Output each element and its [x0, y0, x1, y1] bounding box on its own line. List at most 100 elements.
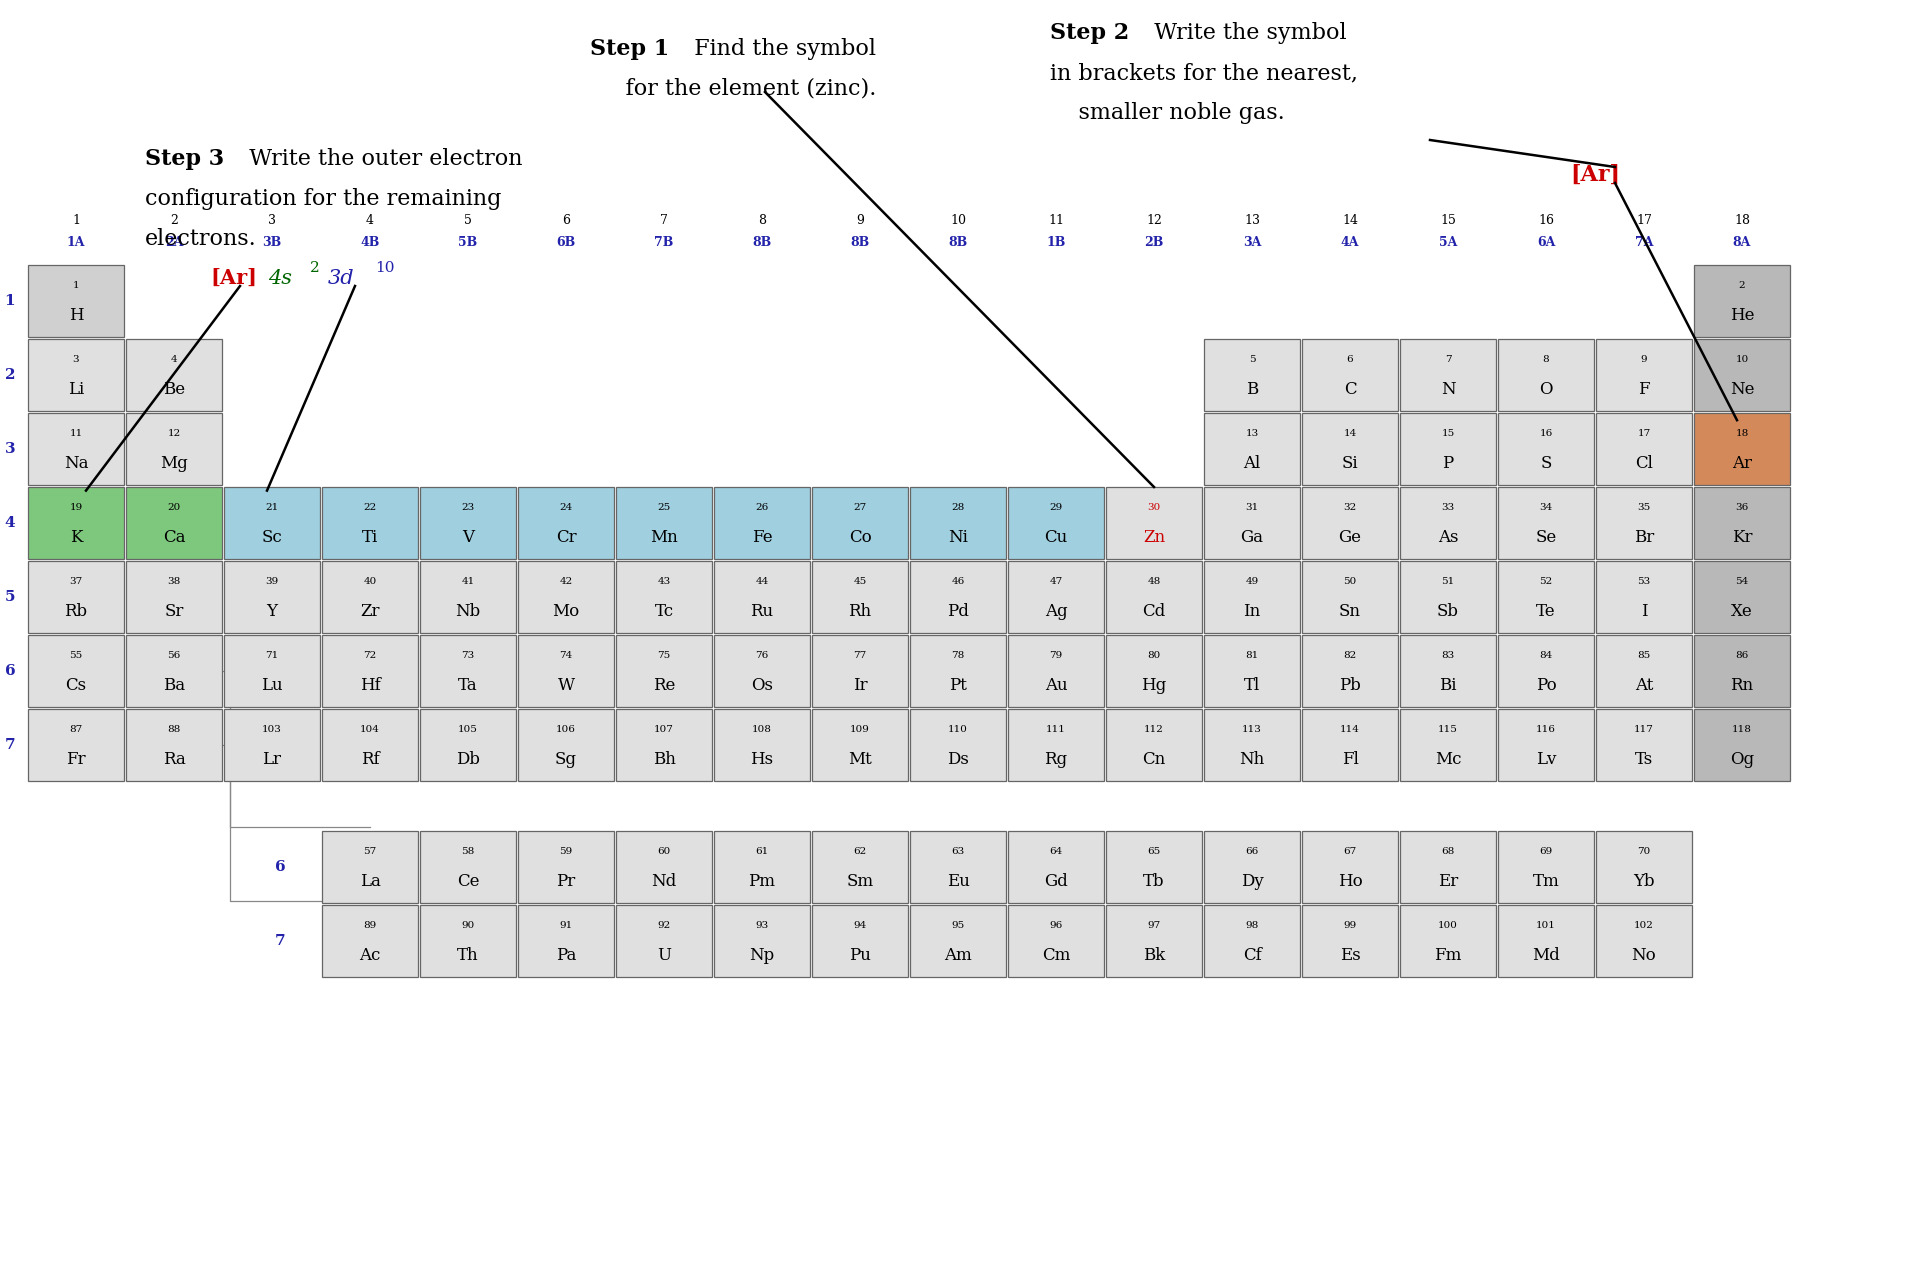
Text: N: N — [1441, 381, 1455, 398]
Text: 44: 44 — [756, 577, 769, 586]
Text: 10: 10 — [951, 215, 966, 228]
Text: 8B: 8B — [752, 237, 771, 249]
Text: 3: 3 — [4, 443, 15, 457]
Text: Cl: Cl — [1636, 455, 1653, 472]
Bar — [911, 831, 1006, 903]
Bar — [420, 561, 515, 633]
Text: Sn: Sn — [1338, 602, 1361, 620]
Text: 34: 34 — [1539, 503, 1552, 512]
Text: 41: 41 — [462, 577, 475, 586]
Text: 94: 94 — [853, 921, 867, 930]
Text: At: At — [1634, 677, 1653, 694]
Text: electrons.: electrons. — [145, 228, 256, 249]
Bar — [714, 487, 809, 559]
Text: Ar: Ar — [1731, 455, 1752, 472]
Text: 80: 80 — [1147, 651, 1161, 660]
Text: 15: 15 — [1439, 215, 1457, 228]
Text: 2A: 2A — [164, 237, 183, 249]
Bar — [29, 561, 124, 633]
Text: 4s: 4s — [267, 269, 292, 288]
Bar — [1302, 634, 1397, 707]
Bar — [29, 709, 124, 781]
Bar — [1302, 561, 1397, 633]
Text: P: P — [1443, 455, 1453, 472]
Text: 6B: 6B — [556, 237, 577, 249]
Text: 85: 85 — [1638, 651, 1651, 660]
Text: 8B: 8B — [850, 237, 871, 249]
Text: 116: 116 — [1537, 725, 1556, 734]
Text: 13: 13 — [1245, 428, 1258, 437]
Text: Cm: Cm — [1042, 946, 1071, 964]
Bar — [811, 634, 909, 707]
Bar — [517, 906, 615, 977]
Bar — [1596, 487, 1691, 559]
Text: 66: 66 — [1245, 847, 1258, 856]
Text: 4: 4 — [4, 515, 15, 530]
Text: No: No — [1632, 946, 1657, 964]
Bar — [1499, 634, 1594, 707]
Text: for the element (zinc).: for the element (zinc). — [590, 78, 876, 100]
Text: 99: 99 — [1344, 921, 1357, 930]
Text: Ir: Ir — [853, 677, 867, 694]
Text: 72: 72 — [363, 651, 376, 660]
Text: 16: 16 — [1539, 428, 1552, 437]
Text: Se: Se — [1535, 530, 1556, 546]
Text: Sb: Sb — [1437, 602, 1458, 620]
Text: Lv: Lv — [1537, 751, 1556, 767]
Text: 1B: 1B — [1046, 237, 1065, 249]
Text: Zr: Zr — [361, 602, 380, 620]
Text: 77: 77 — [853, 651, 867, 660]
Text: Nb: Nb — [456, 602, 481, 620]
Text: 61: 61 — [756, 847, 769, 856]
Text: 73: 73 — [462, 651, 475, 660]
Text: Nd: Nd — [651, 872, 676, 890]
Bar — [420, 709, 515, 781]
Text: 70: 70 — [1638, 847, 1651, 856]
Bar — [714, 831, 809, 903]
Bar — [1105, 831, 1203, 903]
Text: 87: 87 — [69, 725, 82, 734]
Text: I: I — [1640, 602, 1647, 620]
Text: 112: 112 — [1143, 725, 1164, 734]
Text: Co: Co — [850, 530, 871, 546]
Text: Rb: Rb — [65, 602, 88, 620]
Text: 71: 71 — [265, 651, 279, 660]
Text: 60: 60 — [657, 847, 670, 856]
Text: Ts: Ts — [1634, 751, 1653, 767]
Text: 54: 54 — [1735, 577, 1749, 586]
Text: 55: 55 — [69, 651, 82, 660]
Bar — [323, 487, 418, 559]
Text: Step 3: Step 3 — [145, 148, 223, 170]
Text: 93: 93 — [756, 921, 769, 930]
Text: Be: Be — [162, 381, 185, 398]
Text: 5B: 5B — [458, 237, 477, 249]
Bar — [1596, 413, 1691, 485]
Text: Ce: Ce — [456, 872, 479, 890]
Text: Ca: Ca — [162, 530, 185, 546]
Bar — [1302, 831, 1397, 903]
Bar — [1399, 561, 1497, 633]
Text: Fl: Fl — [1342, 751, 1359, 767]
Text: Y: Y — [267, 602, 277, 620]
Text: 8A: 8A — [1733, 237, 1751, 249]
Bar — [1105, 906, 1203, 977]
Bar — [29, 339, 124, 411]
Text: 2: 2 — [1739, 280, 1745, 289]
Bar — [517, 634, 615, 707]
Text: 19: 19 — [69, 503, 82, 512]
Bar — [1596, 709, 1691, 781]
Text: Write the outer electron: Write the outer electron — [235, 148, 523, 170]
Bar — [1399, 634, 1497, 707]
Text: 12: 12 — [1145, 215, 1163, 228]
Text: 82: 82 — [1344, 651, 1357, 660]
Bar — [1205, 634, 1300, 707]
Text: smaller noble gas.: smaller noble gas. — [1050, 102, 1285, 124]
Text: 2B: 2B — [1143, 237, 1164, 249]
Text: 59: 59 — [559, 847, 573, 856]
Text: Cu: Cu — [1044, 530, 1067, 546]
Text: Pr: Pr — [556, 872, 577, 890]
Text: Fm: Fm — [1434, 946, 1462, 964]
Text: 88: 88 — [168, 725, 181, 734]
Bar — [1499, 487, 1594, 559]
Text: Ba: Ba — [162, 677, 185, 694]
